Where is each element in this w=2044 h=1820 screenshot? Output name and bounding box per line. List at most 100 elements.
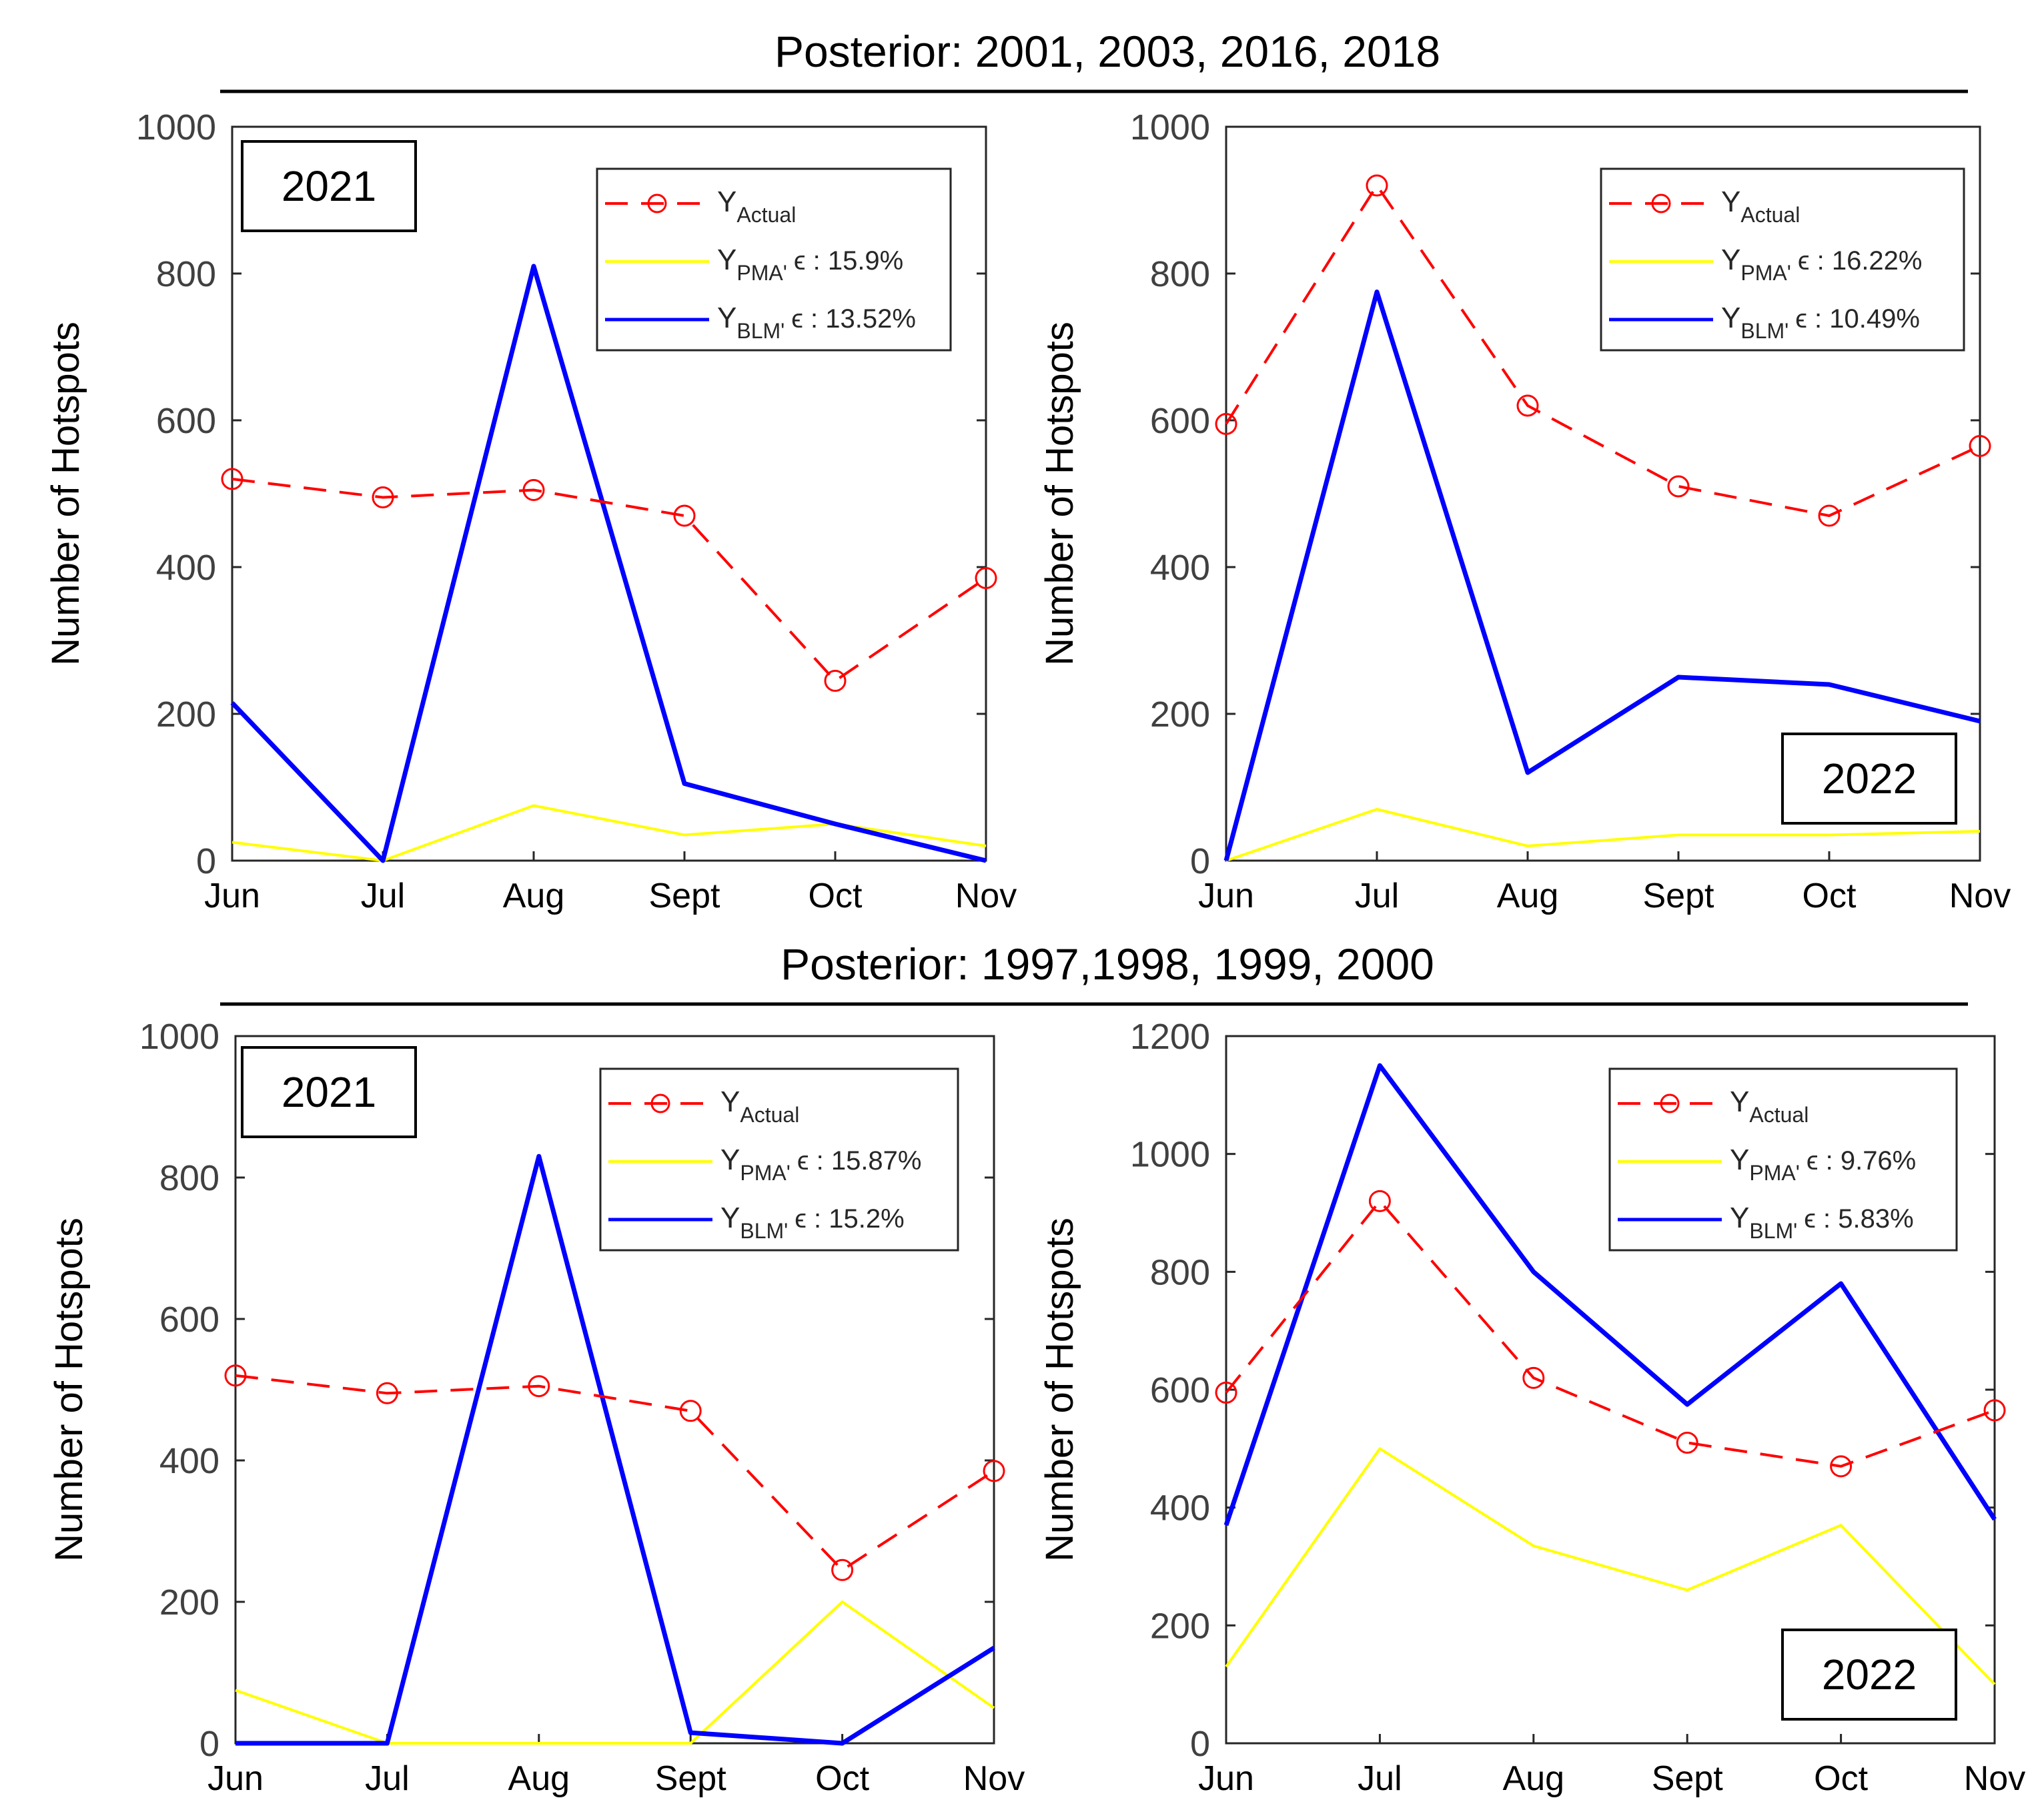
legend-marker-actual xyxy=(1660,1093,1680,1113)
series-point-actual xyxy=(1368,1190,1391,1212)
year-label: 2022 xyxy=(1822,755,1917,803)
legend-marker-actual xyxy=(1651,193,1671,213)
series-line-blm xyxy=(1223,290,1981,861)
year-label: 2022 xyxy=(1822,1651,1917,1699)
series-point-actual xyxy=(1676,1432,1698,1454)
series-point-actual xyxy=(528,1375,550,1398)
year-box xyxy=(1781,733,1957,825)
y-tick-label: 1200 xyxy=(1130,1017,1210,1057)
legend-marker-actual xyxy=(650,1093,670,1113)
series-point-actual xyxy=(831,1558,854,1581)
y-tick-label: 600 xyxy=(1150,401,1210,441)
y-tick-label: 400 xyxy=(159,1441,219,1481)
series-point-actual xyxy=(1667,475,1690,498)
y-axis-label: Number of Hotspots xyxy=(47,1218,91,1562)
x-tick-label: Sept xyxy=(649,877,721,915)
legend: YActual YPMA' ϵ : 15.9% YBLM' ϵ : 13.52% xyxy=(596,167,952,352)
x-tick-label: Nov xyxy=(1964,1759,2025,1798)
series-line-pma xyxy=(231,804,987,862)
year-box xyxy=(241,1046,417,1138)
section-title-top: Posterior: 2001, 2003, 2016, 2018 xyxy=(775,27,1440,76)
section-title-bottom: Posterior: 1997,1998, 1999, 2000 xyxy=(781,939,1434,989)
y-tick-label: 200 xyxy=(1150,695,1210,735)
axes-box xyxy=(1225,125,1981,862)
series-point-actual xyxy=(1366,174,1388,197)
series-point-actual xyxy=(975,567,997,589)
y-axis-label: Number of Hotspots xyxy=(1038,1218,1081,1562)
y-tick-label: 200 xyxy=(159,1582,219,1623)
y-tick-label: 600 xyxy=(159,1300,219,1340)
legend-label-blm: YBLM' ϵ : 15.2% xyxy=(720,1202,905,1243)
x-tick-label: Aug xyxy=(1503,1759,1565,1798)
x-tick-label: Oct xyxy=(815,1759,869,1798)
series-point-actual xyxy=(1830,1455,1853,1478)
x-tick-label: Jun xyxy=(1198,1759,1254,1798)
y-tick-label: 0 xyxy=(1190,841,1210,881)
legend-label-pma: YPMA' ϵ : 15.87% xyxy=(720,1144,922,1185)
series-point-actual xyxy=(983,1460,1005,1482)
chart-panel-bottom-left: 0 200 400 600 800 1000 Jun Jul Aug Sept Oct Nov Numb… xyxy=(47,1017,1025,1798)
legend-label-actual: YActual xyxy=(1721,185,1800,227)
series-point-actual xyxy=(679,1400,702,1422)
x-tick-label: Sept xyxy=(1652,1759,1724,1798)
legend-label-actual: YActual xyxy=(1730,1085,1809,1127)
series-point-actual xyxy=(1215,413,1237,435)
x-tick-label: Nov xyxy=(1949,877,2011,915)
legend-label-pma: YPMA' ϵ : 15.9% xyxy=(717,244,903,285)
series-line-pma xyxy=(1225,1447,1996,1686)
series-point-actual xyxy=(1516,394,1539,417)
x-tick-label: Jul xyxy=(1358,1759,1402,1798)
y-tick-label: 800 xyxy=(159,1158,219,1198)
legend-label-blm: YBLM' ϵ : 10.49% xyxy=(1721,302,1920,343)
y-tick-label: 0 xyxy=(199,1724,219,1764)
legend-label-blm: YBLM' ϵ : 5.83% xyxy=(1730,1202,1914,1243)
x-tick-label: Aug xyxy=(508,1759,570,1798)
series-point-actual xyxy=(673,504,696,527)
series-point-actual xyxy=(1983,1399,2006,1422)
x-tick-label: Oct xyxy=(1814,1759,1868,1798)
series-point-actual xyxy=(1818,504,1841,527)
year-label: 2021 xyxy=(282,162,376,210)
x-tick-label: Nov xyxy=(955,877,1017,915)
series-point-actual xyxy=(372,486,394,508)
x-tick-label: Sept xyxy=(655,1759,727,1798)
y-tick-label: 0 xyxy=(196,841,216,881)
x-tick-label: Jun xyxy=(204,877,260,915)
series-point-actual xyxy=(376,1382,398,1404)
y-tick-label: 1000 xyxy=(139,1017,219,1057)
x-tick-label: Aug xyxy=(1497,877,1559,915)
series-line-actual xyxy=(235,1374,995,1572)
y-tick-label: 800 xyxy=(156,254,216,294)
x-tick-label: Oct xyxy=(1803,877,1857,915)
y-tick-label: 400 xyxy=(1150,1488,1210,1528)
y-tick-label: 600 xyxy=(1150,1370,1210,1410)
x-tick-label: Aug xyxy=(503,877,565,915)
x-tick-label: Jun xyxy=(1198,877,1254,915)
series-point-actual xyxy=(1522,1366,1545,1389)
series-point-actual xyxy=(221,468,243,490)
legend-label-blm: YBLM' ϵ : 13.52% xyxy=(717,302,916,343)
y-tick-label: 200 xyxy=(156,695,216,735)
series-line-actual xyxy=(231,478,987,682)
y-axis-label: Number of Hotspots xyxy=(1038,322,1081,666)
legend-label-actual: YActual xyxy=(720,1085,799,1127)
x-tick-label: Jul xyxy=(365,1759,409,1798)
series-line-actual xyxy=(1225,184,1981,517)
legend-label-pma: YPMA' ϵ : 9.76% xyxy=(1730,1144,1916,1185)
y-tick-label: 1000 xyxy=(1130,107,1210,147)
series-point-actual xyxy=(1969,435,1991,457)
year-label: 2021 xyxy=(282,1068,376,1116)
y-tick-label: 400 xyxy=(1150,548,1210,588)
series-line-blm xyxy=(230,264,987,863)
chart-panel-bottom-right: 0 200 400 600 800 1000 1200 Jun Jul Aug Sept Oct Nov… xyxy=(1038,1017,2025,1798)
y-axis-label: Number of Hotspots xyxy=(44,322,87,666)
x-tick-label: Jun xyxy=(207,1759,264,1798)
y-tick-label: 0 xyxy=(1190,1724,1210,1764)
axes-box xyxy=(231,125,987,862)
x-tick-label: Jul xyxy=(1355,877,1399,915)
y-tick-label: 800 xyxy=(1150,254,1210,294)
year-box xyxy=(1781,1629,1957,1721)
y-tick-label: 600 xyxy=(156,401,216,441)
x-tick-label: Sept xyxy=(1643,877,1715,915)
